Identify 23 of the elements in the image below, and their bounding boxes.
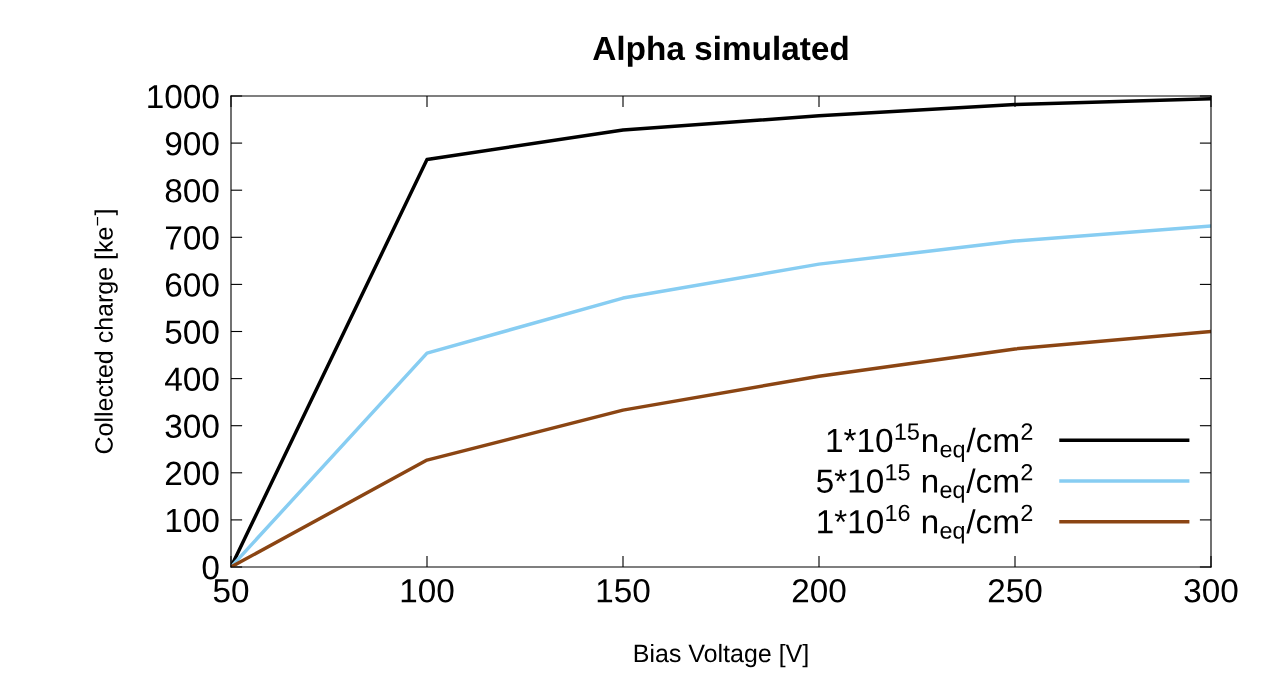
y-tick-label: 0 (202, 555, 219, 580)
y-tick-label: 300 (165, 414, 219, 439)
y-tick-label: 900 (165, 131, 219, 156)
y-tick-label: 800 (165, 179, 219, 203)
chart-title: Alpha simulated (593, 35, 848, 67)
y-tick-label: 500 (165, 320, 219, 344)
legend-label: 5*10$^{15}$ n$_{eq}$/cm$^{2}$ (817, 464, 1033, 503)
y-tick-label: 1000 (148, 84, 219, 109)
y-tick-label: 400 (165, 367, 219, 392)
x-tick-label: 150 (597, 578, 650, 603)
legend-label: 1*10$^{16}$ n$_{eq}$/cm$^{2}$ (818, 504, 1033, 544)
x-tick-label: 100 (401, 578, 454, 603)
x-tick-label: 300 (1184, 578, 1238, 603)
y-tick-label: 700 (165, 226, 219, 250)
legend-label: 1*10$^{15}$n$_{eq}$/cm$^{2}$ (827, 423, 1033, 463)
y-tick-label: 100 (166, 508, 219, 533)
y-axis-title: Collected charge [ke$^{−}$] (94, 210, 118, 454)
x-tick-label: 200 (792, 578, 846, 603)
x-axis-title: Bias Voltage [V] (634, 643, 808, 668)
y-tick-label: 200 (165, 461, 219, 486)
y-tick-label: 600 (165, 273, 219, 297)
x-tick-label: 250 (988, 578, 1042, 603)
x-tick-label: 50 (213, 578, 249, 603)
